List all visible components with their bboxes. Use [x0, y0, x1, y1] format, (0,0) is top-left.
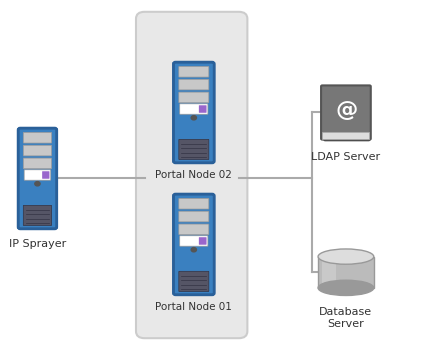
FancyBboxPatch shape — [322, 257, 336, 288]
FancyBboxPatch shape — [318, 257, 374, 288]
FancyBboxPatch shape — [136, 12, 247, 338]
FancyBboxPatch shape — [180, 104, 208, 114]
FancyBboxPatch shape — [179, 66, 209, 77]
FancyBboxPatch shape — [23, 205, 52, 225]
Text: Database
Server: Database Server — [320, 307, 372, 329]
Ellipse shape — [318, 249, 374, 264]
Circle shape — [191, 247, 197, 252]
FancyBboxPatch shape — [180, 236, 208, 246]
FancyBboxPatch shape — [324, 89, 370, 141]
Text: Portal Node 01: Portal Node 01 — [155, 302, 232, 312]
Text: @: @ — [336, 100, 358, 120]
FancyBboxPatch shape — [322, 132, 369, 139]
FancyBboxPatch shape — [179, 211, 209, 222]
Text: IP Sprayer: IP Sprayer — [9, 239, 66, 249]
FancyBboxPatch shape — [174, 194, 214, 295]
FancyBboxPatch shape — [179, 139, 209, 160]
Text: LDAP Server: LDAP Server — [311, 153, 381, 162]
FancyBboxPatch shape — [24, 170, 51, 180]
FancyBboxPatch shape — [321, 85, 371, 140]
Circle shape — [191, 116, 197, 120]
Circle shape — [35, 182, 40, 186]
FancyBboxPatch shape — [199, 105, 207, 113]
FancyBboxPatch shape — [23, 158, 52, 169]
FancyBboxPatch shape — [179, 79, 209, 90]
FancyBboxPatch shape — [179, 198, 209, 209]
FancyBboxPatch shape — [199, 237, 207, 245]
FancyBboxPatch shape — [174, 62, 214, 163]
FancyBboxPatch shape — [179, 92, 209, 103]
FancyBboxPatch shape — [18, 128, 57, 229]
FancyBboxPatch shape — [23, 145, 52, 156]
FancyBboxPatch shape — [42, 171, 49, 179]
Text: Portal Node 02: Portal Node 02 — [155, 170, 232, 180]
FancyBboxPatch shape — [179, 224, 209, 235]
FancyBboxPatch shape — [179, 271, 209, 292]
FancyBboxPatch shape — [23, 132, 52, 143]
Ellipse shape — [318, 280, 374, 295]
